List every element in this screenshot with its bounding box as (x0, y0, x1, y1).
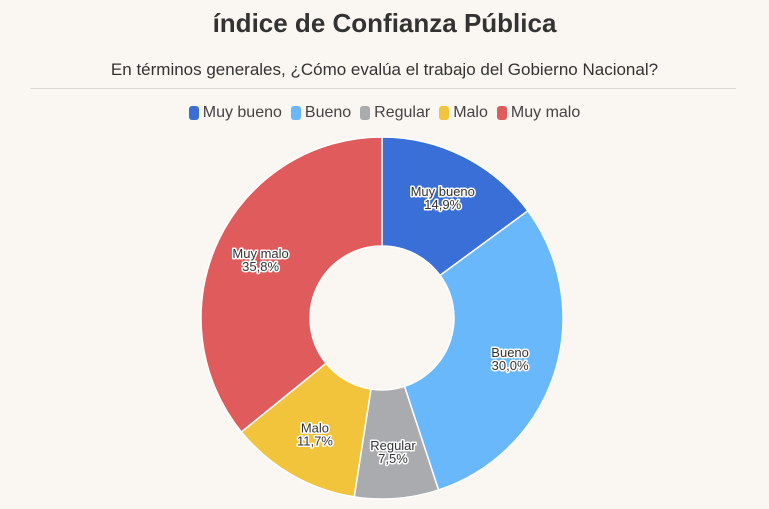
legend-label: Bueno (304, 104, 352, 121)
legend-label: Regular (374, 104, 431, 121)
slice-value-label: 7,5% (378, 451, 408, 466)
legend-label: Muy malo (510, 104, 581, 121)
chart-subtitle: En términos generales, ¿Cómo evalúa el t… (110, 60, 659, 79)
legend-item[interactable]: Muy malo (496, 104, 581, 122)
legend-swatch (360, 106, 371, 120)
legend-item[interactable]: Regular (360, 104, 430, 122)
slice-label: Bueno (491, 345, 529, 360)
legend-item[interactable]: Bueno (290, 104, 352, 122)
divider (30, 88, 736, 89)
slice-label: Regular (370, 438, 416, 453)
legend-swatch (188, 106, 199, 120)
slice-value-label: 11,7% (297, 434, 333, 449)
legend-label: Malo (453, 104, 488, 121)
slice-muy-malo[interactable] (200, 136, 383, 433)
slice-label: Muy malo (232, 246, 288, 261)
legend-swatch (290, 106, 301, 120)
legend-label: Muy bueno (202, 104, 282, 121)
slice-bueno[interactable] (403, 209, 564, 491)
slice-muy-bueno[interactable] (381, 136, 529, 277)
legend-item[interactable]: Muy bueno (188, 104, 282, 122)
legend-swatch (496, 106, 507, 120)
slice-label: Malo (301, 421, 329, 436)
legend: Muy bueno Bueno Regular Malo Muy malo (0, 104, 769, 122)
slice-value-label: 35,8% (242, 259, 279, 274)
slice-value-label: 14,9% (424, 197, 461, 212)
slice-label: Muy bueno (411, 184, 475, 199)
legend-item[interactable]: Malo (439, 104, 488, 122)
slice-value-label: 30,0% (492, 358, 529, 373)
legend-swatch (439, 106, 450, 120)
chart-title: índice de Confianza Pública (212, 8, 557, 38)
